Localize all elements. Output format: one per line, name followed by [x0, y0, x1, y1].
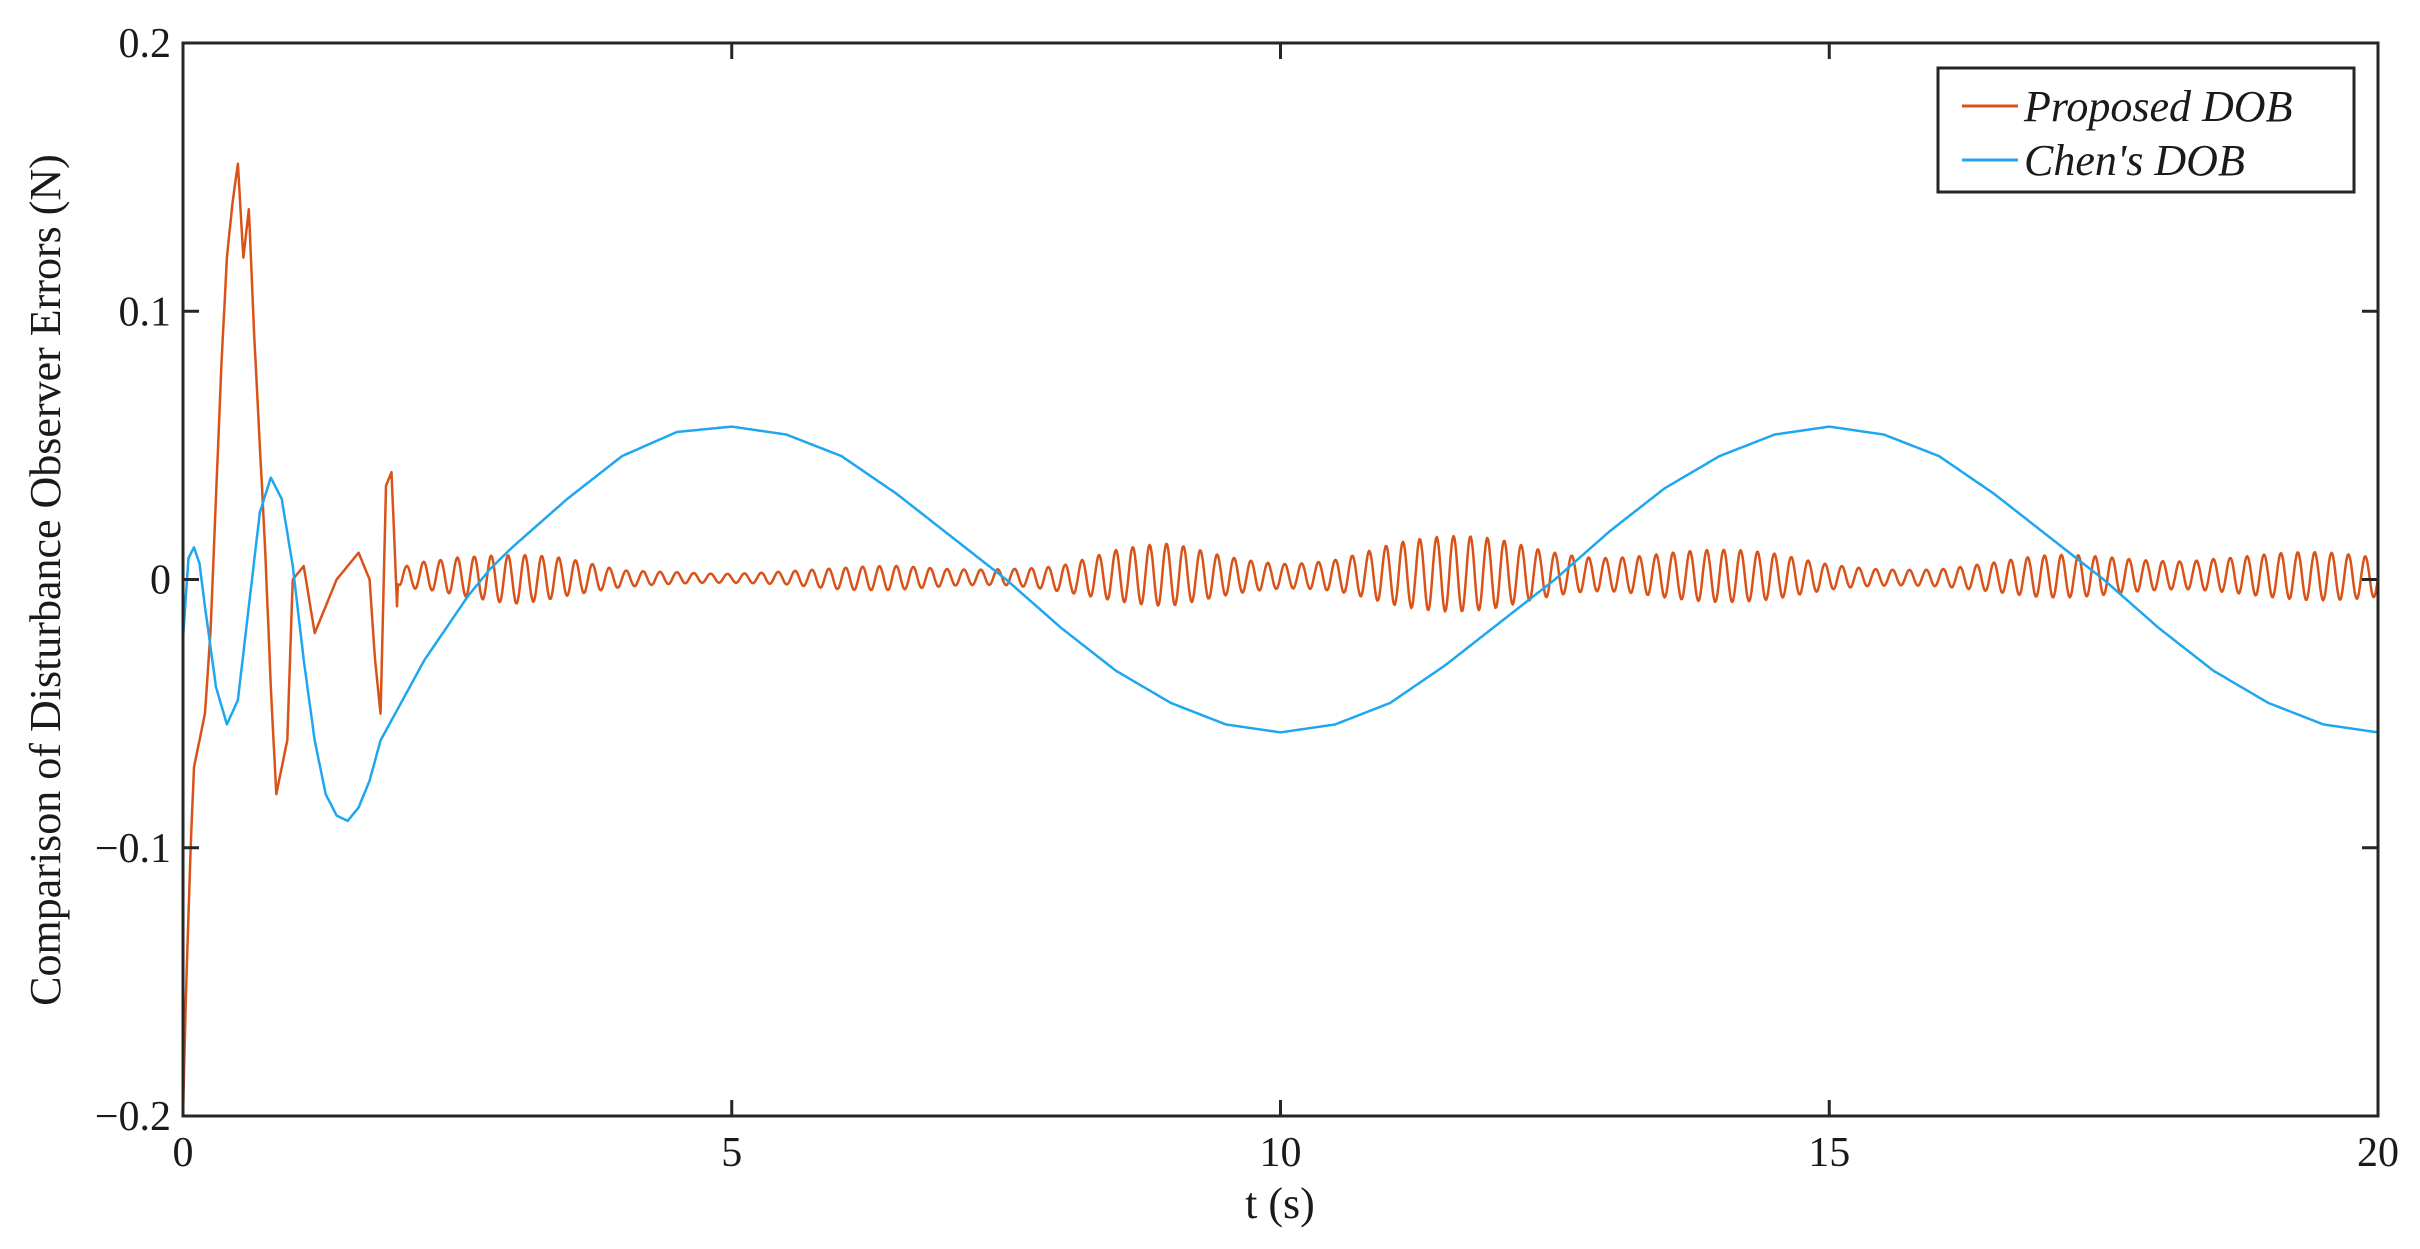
y-tick-label: 0.2: [119, 21, 172, 67]
y-tick-label: −0.2: [95, 1094, 171, 1140]
x-tick-label: 10: [1260, 1130, 1302, 1176]
series-layer: [181, 162, 2380, 1117]
x-tick-label: 0: [173, 1130, 194, 1176]
x-tick-label: 5: [721, 1130, 742, 1176]
legend-box: [1936, 66, 2356, 194]
y-tick-label: −0.1: [95, 826, 171, 872]
x-tick-label: 20: [2357, 1130, 2399, 1176]
ticks-layer: 0 5 10 15 20 −0.2 −0.1 0 0.1 0.2: [95, 21, 2399, 1176]
y-tick-label: 0.1: [119, 289, 172, 335]
legend-label-chen: Chen's DOB: [2024, 136, 2245, 185]
series-line-1: [181, 425, 2379, 823]
x-tick-label: 15: [1808, 1130, 1850, 1176]
x-axis-title: t (s): [1245, 1179, 1315, 1228]
legend-label-proposed: Proposed DOB: [2023, 82, 2292, 131]
legend: Proposed DOB Chen's DOB: [1936, 66, 2356, 194]
y-axis-title: Comparison of Disturbance Observer Error…: [21, 154, 70, 1006]
y-tick-label: 0: [150, 558, 171, 604]
series-line-0: [181, 162, 2380, 1117]
